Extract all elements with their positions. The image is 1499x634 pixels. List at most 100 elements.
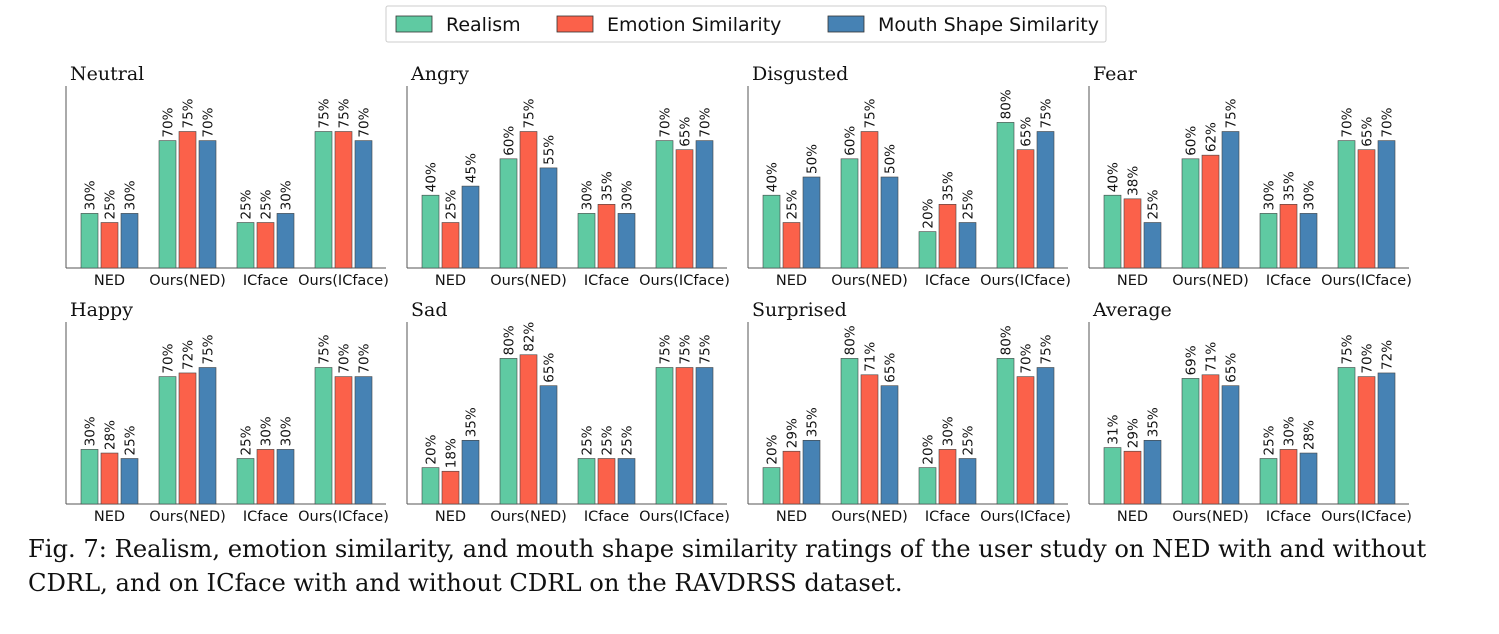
bar xyxy=(1016,376,1035,505)
bar xyxy=(840,158,859,269)
data-label: 25% xyxy=(239,189,255,219)
data-label: 35% xyxy=(1146,407,1162,437)
x-tick-label: NED xyxy=(94,509,125,525)
x-tick-label: NED xyxy=(1117,273,1148,289)
panel-title: Happy xyxy=(70,299,133,321)
bar xyxy=(1036,131,1055,269)
figure-caption: Fig. 7: Realism, emotion similarity, and… xyxy=(28,535,1427,597)
x-tick-label: Ours(NED) xyxy=(831,273,908,289)
bar xyxy=(1181,158,1200,269)
bar xyxy=(334,131,353,269)
data-label: 25% xyxy=(620,425,636,455)
data-label: 60% xyxy=(502,126,518,156)
bar xyxy=(1201,154,1220,269)
x-tick-label: Ours(ICface) xyxy=(980,509,1071,525)
bar xyxy=(938,204,957,269)
data-label: 60% xyxy=(1184,126,1200,156)
data-label: 75% xyxy=(1039,334,1055,364)
bar xyxy=(441,222,460,269)
chart-panel-fear: Fear 40% 38%25% NED 60% 62%75% Ours(NED) 30% 35%… xyxy=(1088,63,1412,289)
data-label: 75% xyxy=(1340,334,1356,364)
data-label: 71% xyxy=(863,342,879,372)
x-tick-label: Ours(NED) xyxy=(149,273,226,289)
data-label: 20% xyxy=(921,434,937,464)
bar xyxy=(256,222,275,269)
x-tick-label: ICface xyxy=(584,273,629,289)
data-label: 29% xyxy=(785,418,801,448)
data-label: 70% xyxy=(337,343,353,373)
data-label: 30% xyxy=(580,180,596,210)
data-label: 60% xyxy=(843,126,859,156)
x-tick-label: NED xyxy=(776,273,807,289)
panel-title: Disgusted xyxy=(752,63,848,85)
x-tick-label: NED xyxy=(1117,509,1148,525)
data-label: 82% xyxy=(522,322,538,352)
data-label: 45% xyxy=(464,153,480,183)
data-label: 75% xyxy=(1039,98,1055,128)
bar xyxy=(1181,378,1200,505)
data-label: 80% xyxy=(999,325,1015,355)
x-tick-label: Ours(NED) xyxy=(831,509,908,525)
data-label: 25% xyxy=(961,189,977,219)
data-label: 70% xyxy=(658,107,674,137)
x-tick-label: Ours(ICface) xyxy=(298,273,389,289)
data-label: 75% xyxy=(658,334,674,364)
data-label: 69% xyxy=(1184,345,1200,375)
bar xyxy=(840,358,859,505)
bar xyxy=(1279,204,1298,269)
bar xyxy=(597,458,616,505)
bar xyxy=(461,185,480,269)
bar xyxy=(860,131,879,269)
data-label: 38% xyxy=(1126,166,1142,196)
data-label: 65% xyxy=(1360,117,1376,147)
x-tick-label: NED xyxy=(435,509,466,525)
data-label: 25% xyxy=(444,189,460,219)
bar xyxy=(958,222,977,269)
data-label: 25% xyxy=(961,425,977,455)
bar xyxy=(421,467,440,505)
data-label: 35% xyxy=(941,171,957,201)
x-tick-label: Ours(NED) xyxy=(1172,509,1249,525)
data-label: 80% xyxy=(999,89,1015,119)
bar xyxy=(1103,194,1122,269)
x-tick-label: Ours(NED) xyxy=(490,509,567,525)
bar xyxy=(236,222,255,269)
bar xyxy=(1337,140,1356,269)
x-tick-label: Ours(NED) xyxy=(1172,273,1249,289)
data-label: 71% xyxy=(1204,342,1220,372)
data-label: 75% xyxy=(1224,98,1240,128)
bar xyxy=(1299,452,1318,505)
data-label: 75% xyxy=(698,334,714,364)
chart-panel-angry: Angry 40%25%45% NED 60%75%55% Ours(NED) 30% 35… xyxy=(406,63,730,289)
data-label: 50% xyxy=(883,144,899,174)
legend-label: Mouth Shape Similarity xyxy=(878,14,1099,36)
bar xyxy=(256,449,275,505)
data-label: 70% xyxy=(357,107,373,137)
bar xyxy=(802,176,821,269)
bar xyxy=(1377,372,1396,505)
legend-label: Emotion Similarity xyxy=(607,14,781,36)
x-tick-label: NED xyxy=(776,509,807,525)
data-label: 70% xyxy=(1019,343,1035,373)
bar xyxy=(655,367,674,505)
x-tick-label: NED xyxy=(94,273,125,289)
x-tick-label: Ours(ICface) xyxy=(1321,509,1412,525)
bar xyxy=(276,213,295,269)
x-tick-label: ICface xyxy=(1266,273,1311,289)
bar xyxy=(539,167,558,269)
data-label: 75% xyxy=(337,98,353,128)
bar xyxy=(655,140,674,269)
bar xyxy=(80,213,99,269)
data-label: 70% xyxy=(201,107,217,137)
bar xyxy=(1123,450,1142,505)
bar xyxy=(938,449,957,505)
bar xyxy=(918,467,937,505)
bar xyxy=(675,149,694,269)
data-label: 75% xyxy=(181,98,197,128)
x-tick-label: NED xyxy=(435,273,466,289)
x-tick-label: ICface xyxy=(243,273,288,289)
bar xyxy=(100,452,119,505)
